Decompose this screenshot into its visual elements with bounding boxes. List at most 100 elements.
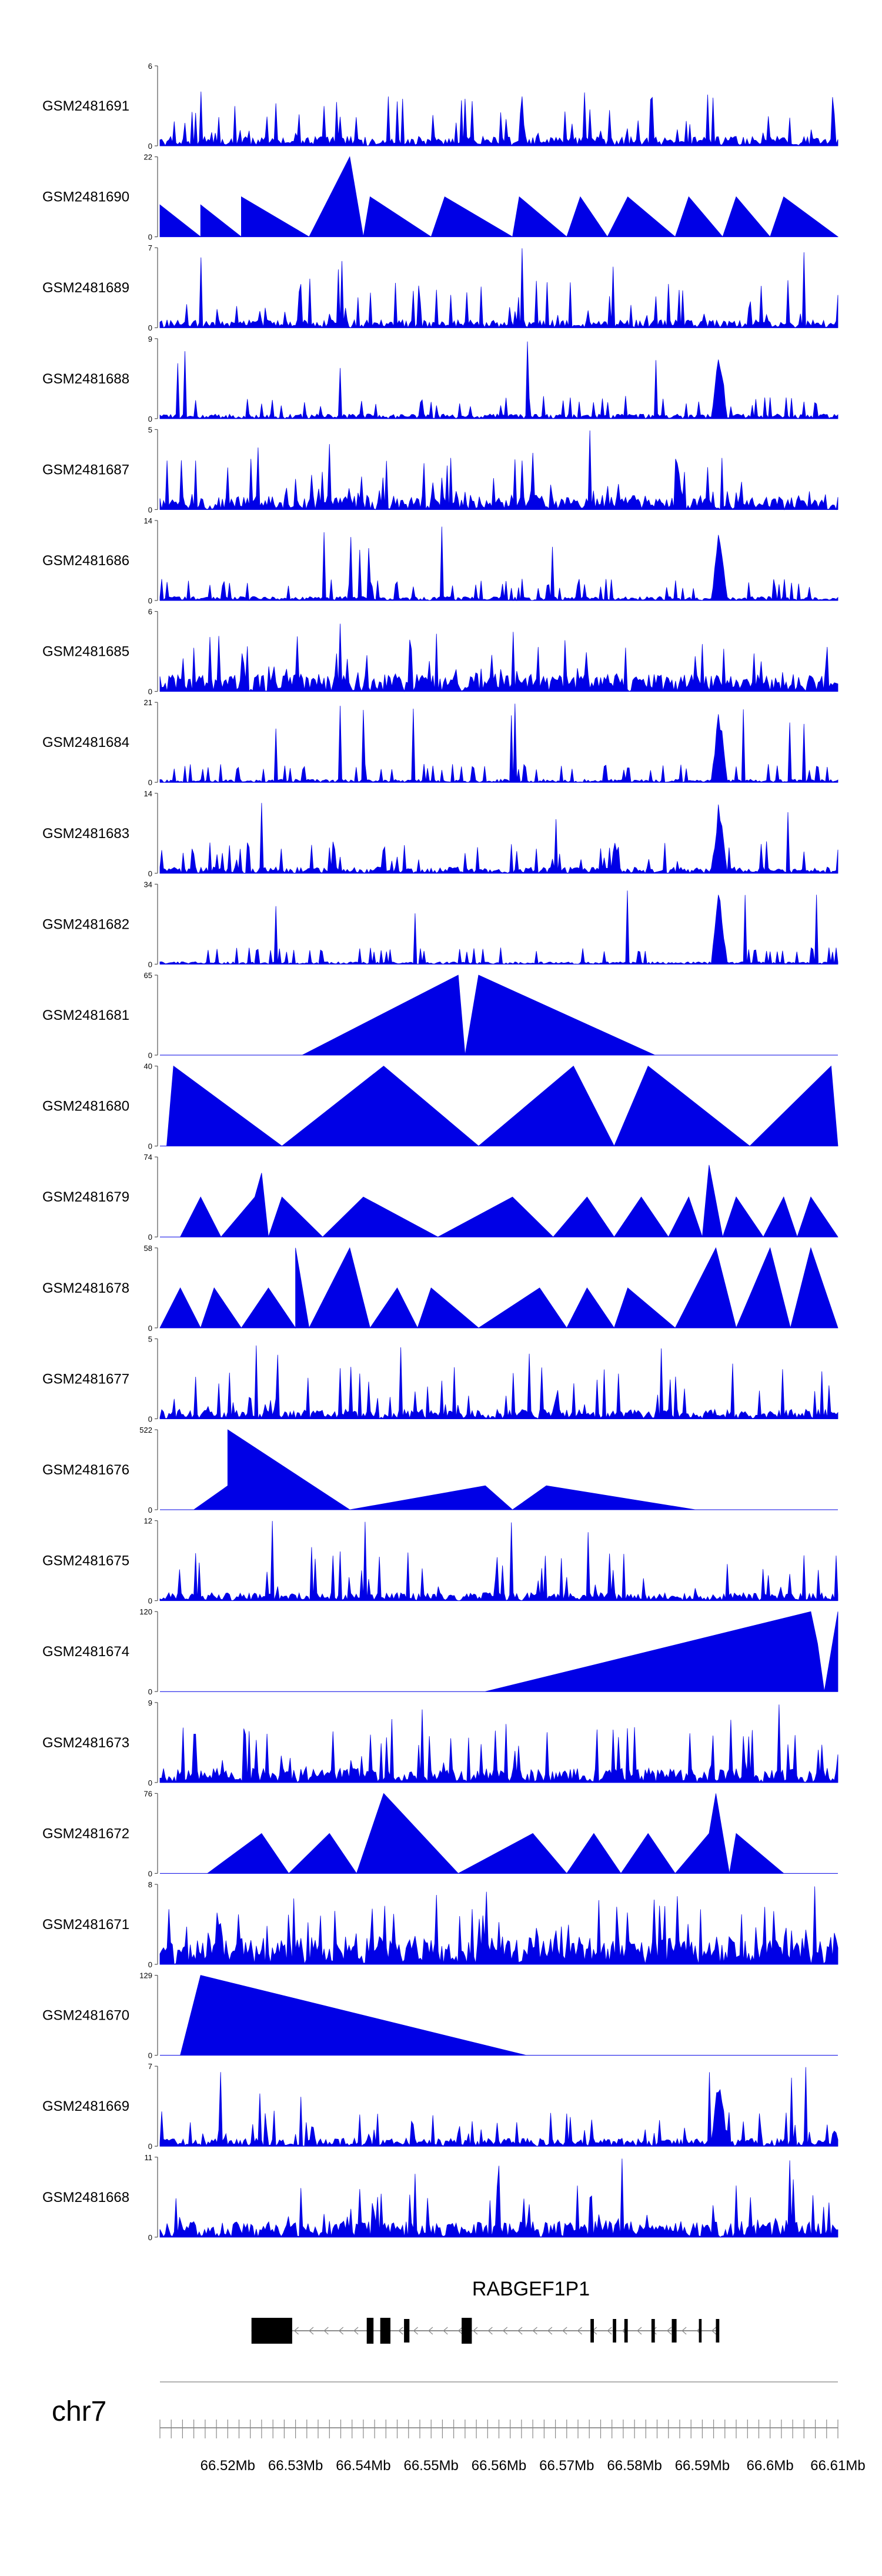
exon-block	[380, 2318, 390, 2344]
track-GSM2481691: GSM2481691 6 0	[42, 62, 838, 151]
signal-area	[485, 1611, 838, 1692]
exon-block	[590, 2319, 594, 2343]
y-max-label: 21	[144, 698, 152, 707]
strand-chevron	[457, 2327, 463, 2335]
track-GSM2481678: GSM2481678 58 0	[42, 1244, 838, 1333]
signal-area	[159, 430, 838, 510]
track-GSM2481680: GSM2481680 40 0	[42, 1062, 838, 1151]
signal-tracks: GSM248169160GSM2481690220GSM248168970GSM…	[42, 62, 839, 2242]
y-min-label: 0	[148, 960, 152, 969]
y-max-label: 5	[148, 1334, 152, 1343]
axis-tick-label: 66.58Mb	[607, 2458, 662, 2474]
track-GSM2481679: GSM2481679 74 0	[42, 1153, 838, 1242]
axis-tick-label: 66.56Mb	[472, 2458, 526, 2474]
signal-area	[159, 803, 838, 874]
y-max-label: 22	[144, 153, 152, 162]
signal-area	[159, 890, 838, 965]
track-GSM2481669: GSM2481669 7 0	[42, 2062, 838, 2151]
exon-block	[613, 2319, 616, 2343]
track-GSM2481673: GSM2481673 9 0	[42, 1699, 838, 1787]
strand-chevron	[353, 2327, 359, 2335]
y-min-label: 0	[148, 1597, 152, 1606]
y-min-label: 0	[148, 2051, 152, 2060]
track-GSM2481675: GSM2481675 12 0	[42, 1517, 838, 1606]
strand-chevron	[443, 2327, 448, 2335]
track-label: GSM2481687	[42, 462, 129, 478]
y-max-label: 129	[139, 1971, 152, 1980]
track-GSM2481674: GSM2481674 120 0	[42, 1607, 838, 1696]
axis-tick-label: 66.59Mb	[675, 2458, 730, 2474]
strand-chevron	[562, 2327, 567, 2335]
signal-area	[159, 2067, 838, 2147]
track-GSM2481685: GSM2481685 6 0	[42, 608, 838, 696]
strand-chevron	[473, 2327, 478, 2335]
track-label: GSM2481680	[42, 1099, 129, 1115]
axis-tick-label: 66.6Mb	[747, 2458, 794, 2474]
track-label: GSM2481668	[42, 2190, 129, 2205]
strand-chevron	[487, 2327, 493, 2335]
track-label: GSM2481690	[42, 189, 129, 205]
strand-chevron	[607, 2327, 612, 2335]
track-GSM2481687: GSM2481687 5 0	[42, 425, 838, 514]
y-min-label: 0	[148, 505, 152, 514]
y-max-label: 5	[148, 425, 152, 434]
y-min-label: 0	[148, 233, 152, 242]
y-min-label: 0	[148, 1960, 152, 1969]
y-min-label: 0	[148, 1233, 152, 1242]
track-GSM2481682: GSM2481682 34 0	[42, 880, 838, 969]
signal-area	[159, 703, 838, 783]
signal-area	[302, 975, 655, 1056]
track-GSM2481684: GSM2481684 21 0	[42, 698, 838, 787]
track-label: GSM2481671	[42, 1917, 129, 1933]
track-label: GSM2481673	[42, 1735, 129, 1751]
signal-area	[159, 1247, 838, 1329]
track-label: GSM2481670	[42, 2008, 129, 2024]
signal-area	[159, 1521, 838, 1601]
y-max-label: 6	[148, 62, 152, 71]
strand-chevron	[711, 2327, 717, 2335]
signal-area	[193, 1429, 696, 1510]
signal-area	[159, 156, 839, 238]
signal-area	[206, 1793, 784, 1874]
track-GSM2481671: GSM2481671 8 0	[42, 1880, 838, 1969]
strand-chevron	[547, 2327, 553, 2335]
y-min-label: 0	[148, 1051, 152, 1060]
track-GSM2481670: GSM2481670 129 0	[42, 1971, 838, 2060]
track-label: GSM2481672	[42, 1826, 129, 1841]
y-max-label: 120	[139, 1607, 152, 1616]
axis-tick-label: 66.52Mb	[201, 2458, 255, 2474]
exon-block	[251, 2318, 292, 2344]
y-max-label: 76	[144, 1789, 152, 1798]
track-label: GSM2481677	[42, 1371, 129, 1387]
chromosome-label: chr7	[52, 2396, 106, 2427]
gene-name-label: RABGEF1P1	[472, 2278, 590, 2300]
track-label: GSM2481685	[42, 644, 129, 660]
y-max-label: 34	[144, 880, 152, 889]
y-max-label: 58	[144, 1244, 152, 1253]
track-GSM2481672: GSM2481672 76 0	[42, 1789, 838, 1878]
y-max-label: 74	[144, 1153, 152, 1162]
track-label: GSM2481681	[42, 1007, 129, 1023]
strand-chevron	[413, 2327, 418, 2335]
y-max-label: 40	[144, 1062, 152, 1071]
strand-chevron	[517, 2327, 523, 2335]
y-max-label: 9	[148, 1699, 152, 1707]
track-GSM2481688: GSM2481688 9 0	[42, 335, 838, 423]
y-min-label: 0	[148, 1687, 152, 1696]
signal-area	[159, 341, 838, 420]
y-min-label: 0	[148, 142, 152, 151]
y-max-label: 65	[144, 971, 152, 980]
exon-block	[699, 2319, 702, 2343]
axis-tick-label: 66.57Mb	[539, 2458, 594, 2474]
exon-block	[624, 2319, 628, 2343]
track-GSM2481668: GSM2481668 11 0	[42, 2153, 838, 2242]
y-max-label: 7	[148, 243, 152, 252]
y-min-label: 0	[148, 1778, 152, 1787]
y-max-label: 7	[148, 2062, 152, 2071]
signal-area	[166, 1065, 838, 1147]
strand-chevron	[323, 2327, 329, 2335]
y-min-label: 0	[148, 323, 152, 332]
track-label: GSM2481683	[42, 826, 129, 842]
y-min-label: 0	[148, 1869, 152, 1878]
